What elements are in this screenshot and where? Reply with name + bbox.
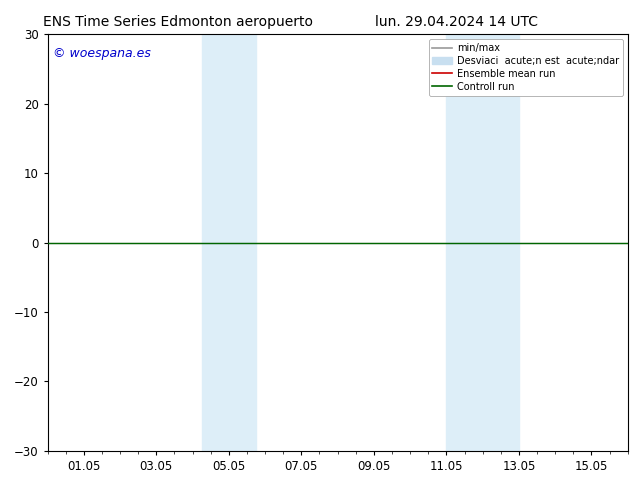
Text: ENS Time Series Edmonton aeropuerto: ENS Time Series Edmonton aeropuerto xyxy=(42,15,313,29)
Bar xyxy=(202,34,256,451)
Text: © woespana.es: © woespana.es xyxy=(53,47,152,60)
Text: lun. 29.04.2024 14 UTC: lun. 29.04.2024 14 UTC xyxy=(375,15,538,29)
Bar xyxy=(446,34,519,451)
Legend: min/max, Desviaci  acute;n est  acute;ndar, Ensemble mean run, Controll run: min/max, Desviaci acute;n est acute;ndar… xyxy=(429,39,623,96)
